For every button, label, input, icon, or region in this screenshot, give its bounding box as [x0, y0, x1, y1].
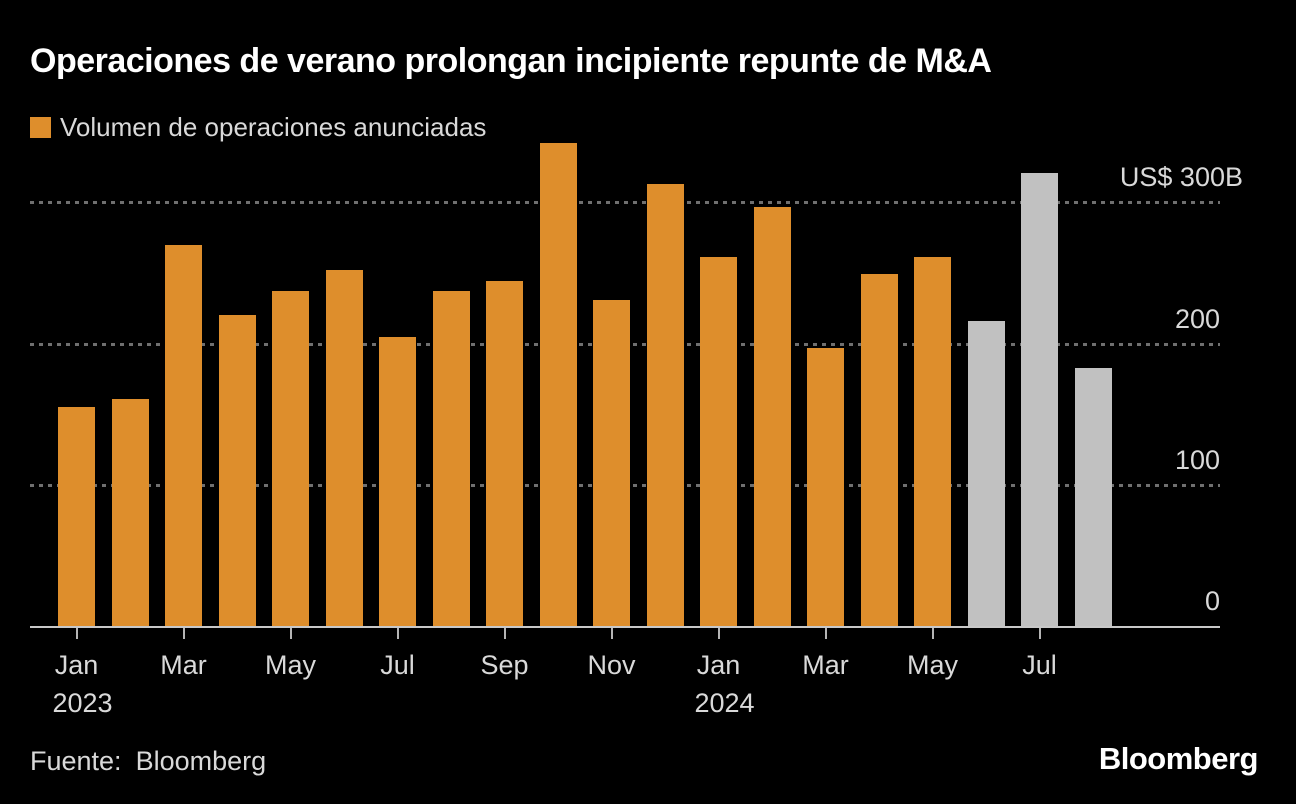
y-axis-label-0: 0 — [1204, 586, 1220, 616]
bar-mar-2023 — [165, 244, 202, 626]
legend-label: Volumen de operaciones anunciadas — [60, 111, 487, 142]
x-axis-label-may: May — [264, 650, 316, 680]
y-axis-label-100: 100 — [1174, 444, 1220, 475]
bar-mar-2024 — [807, 347, 844, 626]
source-note: Fuente: Bloomberg — [30, 746, 266, 777]
bar-dec-2023 — [646, 184, 684, 626]
bar-apr-2024 — [860, 274, 898, 626]
source-value: Bloomberg — [135, 746, 267, 776]
x-axis-year-2024: 2024 — [694, 688, 755, 718]
x-axis-label-jul: Jul — [1022, 650, 1057, 680]
legend: Volumen de operaciones anunciadas — [30, 112, 486, 142]
bar-feb-2023 — [111, 398, 149, 626]
chart-title: Operaciones de verano prolongan incipien… — [30, 42, 992, 80]
x-axis-line — [30, 626, 1220, 628]
y-axis-label-200: 200 — [1174, 303, 1220, 334]
x-tick-jul — [1038, 628, 1041, 639]
x-axis-label-mar: Mar — [802, 650, 849, 680]
bloomberg-logo: Bloomberg — [1098, 741, 1259, 776]
bar-jan-2024 — [700, 257, 737, 626]
x-axis-label-jan-2024: Jan — [696, 650, 741, 680]
bar-jan-2023 — [58, 407, 95, 626]
bar-aug-2024 — [1074, 367, 1112, 626]
x-tick-may — [931, 628, 934, 639]
bar-jul-2024 — [1021, 172, 1058, 626]
x-axis-label-jan-2023: Jan — [54, 650, 99, 680]
gridline-300 — [30, 201, 1220, 205]
x-tick-sep — [503, 628, 506, 639]
y-axis-label-300: US$ 300B — [1119, 162, 1243, 193]
x-tick-mar — [182, 628, 185, 639]
x-axis-label-mar: Mar — [160, 650, 207, 680]
bar-may-2023 — [272, 291, 309, 626]
x-axis-label-jul: Jul — [380, 650, 415, 680]
x-axis-year-2023: 2023 — [52, 688, 113, 718]
x-tick-jul — [396, 628, 399, 639]
x-axis-label-may: May — [906, 650, 958, 680]
legend-swatch — [30, 116, 51, 138]
bar-nov-2023 — [593, 299, 630, 626]
bar-apr-2023 — [218, 315, 256, 626]
bar-jun-2024 — [967, 321, 1005, 626]
bar-oct-2023 — [539, 143, 577, 626]
x-tick-may — [289, 628, 292, 639]
bar-may-2024 — [914, 257, 951, 626]
bar-jul-2023 — [379, 336, 416, 626]
source-label: Fuente: — [30, 746, 122, 776]
x-axis-label-sep: Sep — [480, 650, 529, 680]
bar-aug-2023 — [432, 291, 470, 626]
x-tick-nov — [610, 628, 613, 639]
x-tick-jan-2023 — [75, 628, 78, 639]
x-tick-jan-2024 — [717, 628, 720, 639]
bar-jun-2023 — [325, 270, 363, 626]
x-axis-label-nov: Nov — [587, 650, 636, 680]
bar-feb-2024 — [753, 206, 791, 626]
x-tick-mar — [824, 628, 827, 639]
bar-sep-2023 — [486, 281, 523, 626]
